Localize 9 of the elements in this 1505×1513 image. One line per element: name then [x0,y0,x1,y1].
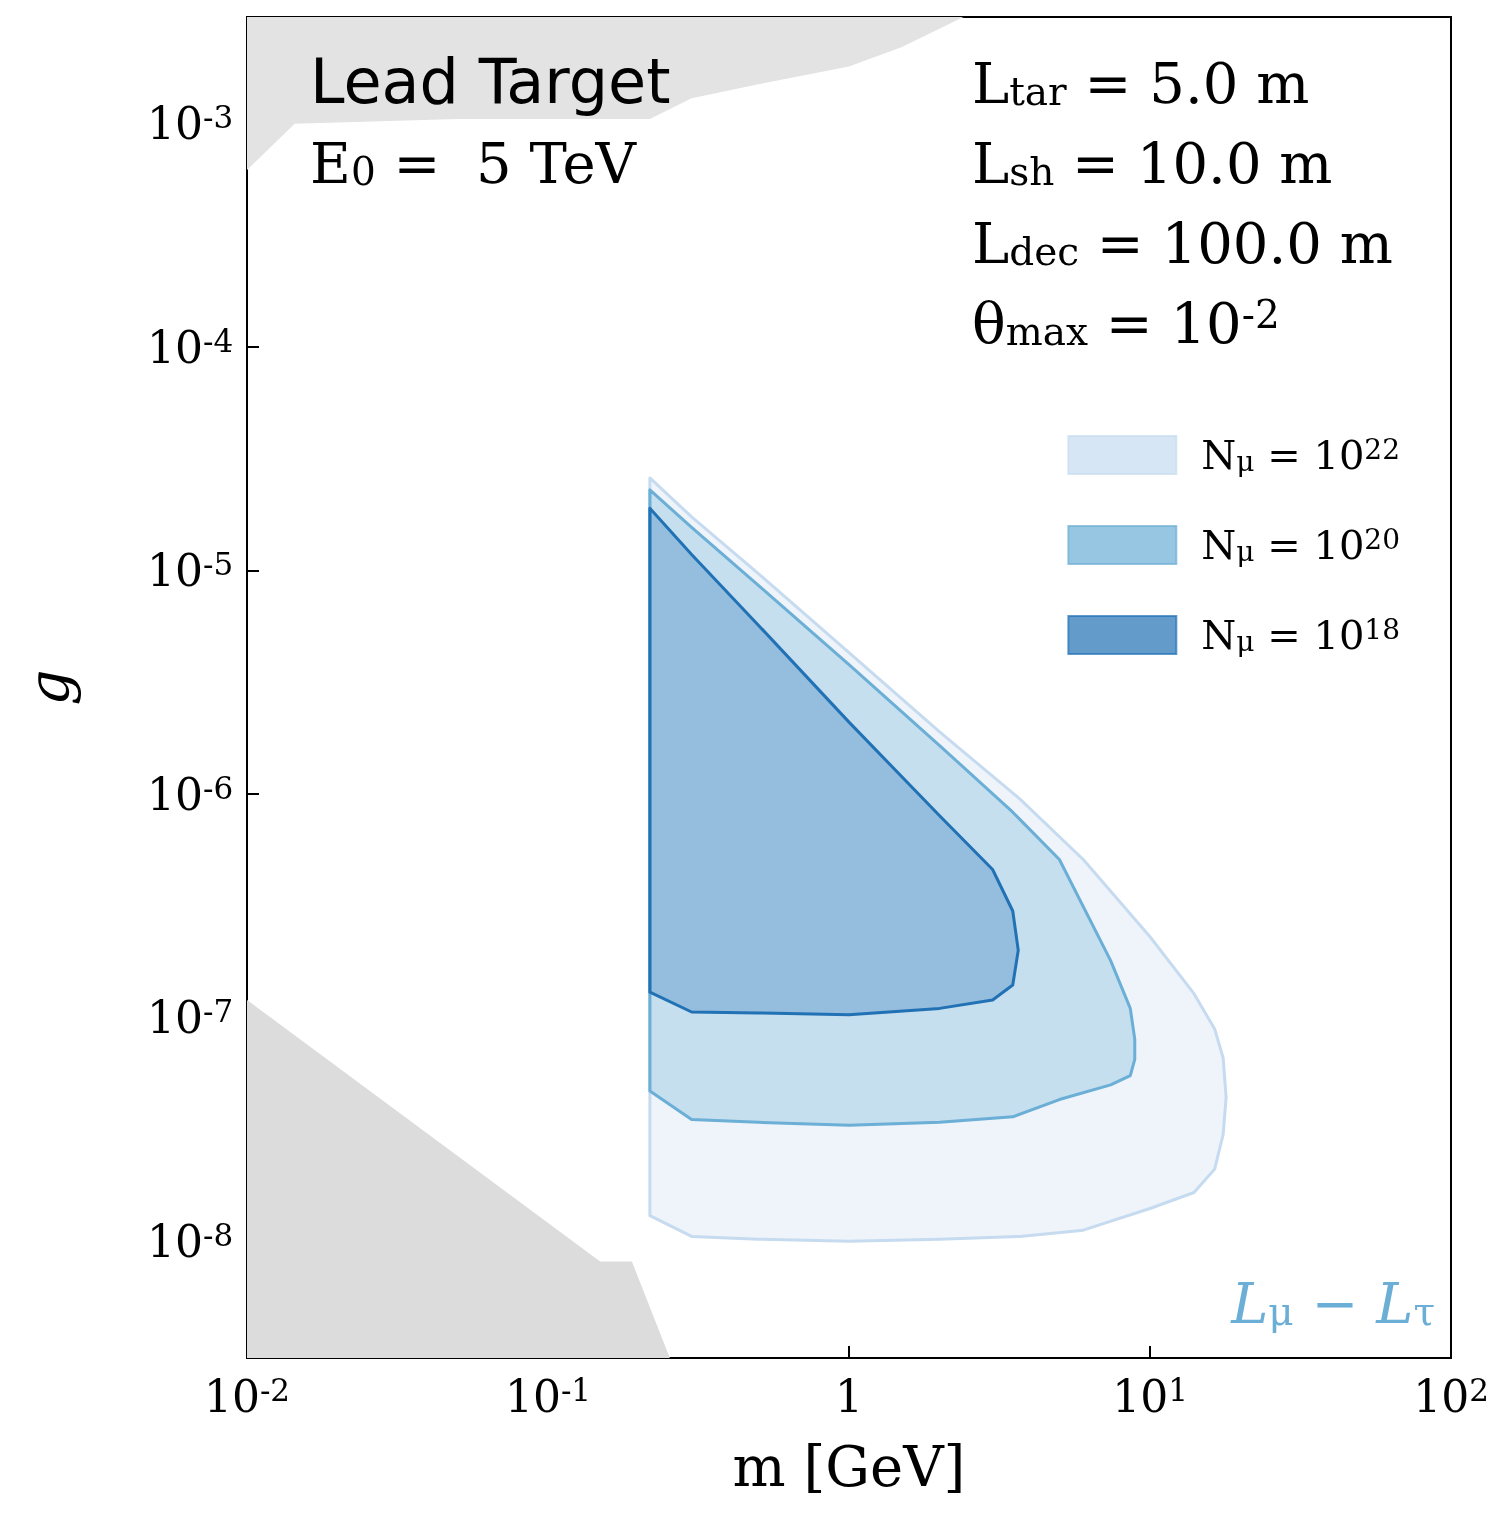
y-axis-title: g [16,669,82,706]
x-tick-label: 1 [835,1370,863,1422]
annotation: Ltar = 5.0 m [972,50,1310,116]
annotation: Lead Target [310,44,671,118]
annotation: E0 = 5 TeV [310,130,638,196]
annotation: Ldec = 100.0 m [972,210,1393,276]
x-axis-title: m [GeV] [732,1433,966,1499]
annotation: Lμ − Lτ [1230,1270,1435,1336]
annotation: Lsh = 10.0 m [972,130,1333,196]
